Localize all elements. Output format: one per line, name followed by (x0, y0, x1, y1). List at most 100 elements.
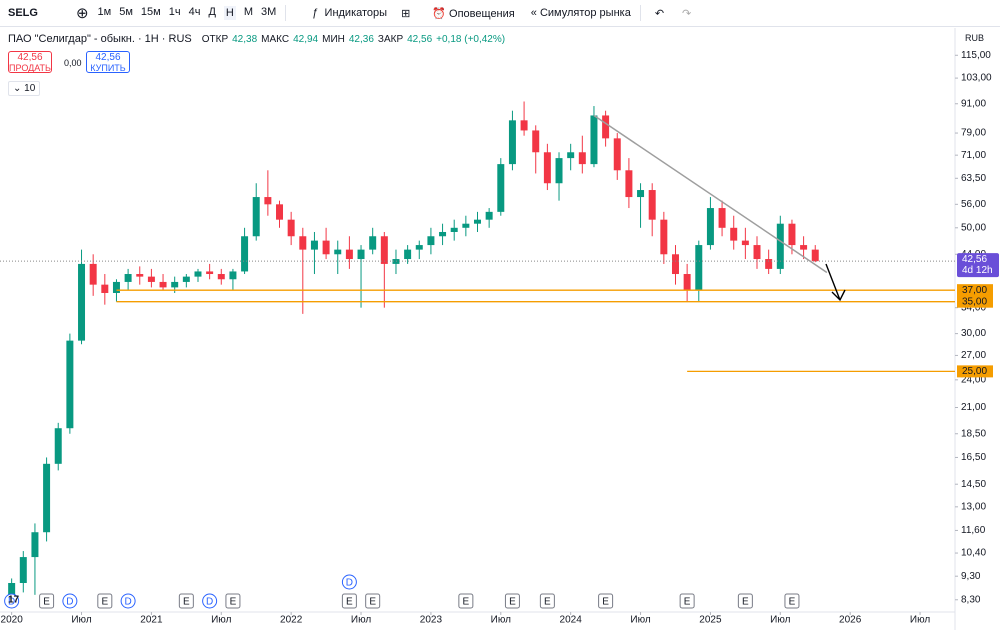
candle-body (439, 231, 447, 237)
sell-label[interactable]: ПРОДАТЬ (9, 63, 51, 73)
indicator-count[interactable]: 10 (24, 83, 36, 94)
undo[interactable]: ↶ (654, 7, 665, 20)
candle-body (765, 259, 773, 269)
candle-body (159, 281, 167, 288)
separator (285, 5, 287, 21)
timeframe[interactable]: М (243, 6, 254, 18)
currency[interactable]: RUB (965, 33, 985, 43)
x-tick-label: 2024 (560, 615, 583, 626)
candle-body (182, 276, 190, 282)
event-label: E (230, 597, 237, 608)
earnings-marker (178, 593, 194, 609)
x-tick-label: 2025 (699, 615, 722, 626)
candle-body (334, 249, 342, 255)
dividend-marker (120, 593, 136, 609)
candle-body (695, 245, 703, 291)
event-label: E (101, 597, 108, 608)
indicators-label[interactable]: Индикаторы (324, 7, 388, 19)
buy-label[interactable]: КУПИТЬ (90, 63, 126, 73)
earnings-marker (737, 593, 753, 609)
candle-body (252, 197, 260, 237)
candle-body (660, 219, 668, 255)
candle-body (31, 532, 39, 558)
candle-body (578, 152, 586, 165)
timeframe[interactable]: 4ч (188, 6, 201, 18)
countdown: 4d 12h (962, 265, 993, 276)
event-label: E (369, 597, 376, 608)
candle-body (485, 211, 493, 220)
timeframe[interactable]: 1ч (168, 6, 181, 18)
candle-body (404, 249, 412, 260)
x-tick-label: 2023 (420, 615, 443, 626)
buy-button[interactable]: 42,56 КУПИТЬ (86, 51, 130, 73)
candle-body (124, 274, 132, 282)
candle-body (194, 271, 202, 277)
earnings-marker (341, 593, 357, 609)
x-tick-label: Июл (351, 615, 371, 626)
simulator[interactable]: « Симулятор рынка (530, 7, 631, 19)
earnings-marker (504, 593, 520, 609)
x-tick-label: 2026 (839, 615, 862, 626)
x-tick-label: 2021 (140, 615, 163, 626)
candle-body (718, 208, 726, 228)
symbol[interactable]: SELG (8, 7, 38, 19)
sell-price[interactable]: 42,56 (17, 52, 43, 63)
candle-body (520, 120, 528, 131)
candle-body (171, 281, 179, 288)
templates[interactable]: ⊞ (401, 7, 411, 20)
timeframe[interactable]: 5м (119, 6, 133, 18)
timeframe[interactable]: 3М (261, 6, 277, 18)
y-tick-label: 79,00 (961, 128, 986, 139)
y-tick-label: 30,00 (961, 328, 986, 339)
indicator-toggle[interactable]: ⌄ 10 (8, 81, 41, 96)
candle-body (415, 245, 423, 250)
candle-body (590, 115, 598, 165)
candle-body (322, 240, 330, 255)
event-label: E (789, 597, 796, 608)
candle-body (357, 249, 365, 260)
last-price-label: 42,56 (962, 254, 987, 265)
candle-body (602, 115, 610, 139)
event-label: E (602, 597, 609, 608)
candle-body (206, 271, 214, 275)
event-label: D (206, 597, 213, 608)
y-tick-label: 50,00 (961, 222, 986, 233)
candle-body (497, 164, 505, 212)
candle-body (776, 223, 784, 269)
candle-body (8, 582, 16, 595)
candle-body (78, 263, 86, 341)
candle-body (800, 245, 808, 250)
sell-button[interactable]: 42,56 ПРОДАТЬ (8, 51, 52, 73)
timeframe[interactable]: 1м (97, 6, 112, 18)
earnings-marker (39, 593, 55, 609)
simulator-label[interactable]: Симулятор рынка (539, 7, 631, 19)
y-tick-label: 11,60 (961, 525, 986, 536)
y-tick-label: 63,50 (961, 173, 986, 184)
candle-body (380, 236, 388, 264)
timeframe[interactable]: Д (208, 6, 216, 18)
alerts-label[interactable]: Оповещения (449, 7, 515, 20)
y-tick-label: 14,50 (961, 479, 986, 490)
y-tick-label: 91,00 (961, 98, 986, 109)
buy-price[interactable]: 42,56 (95, 52, 121, 63)
event-label: D (124, 597, 131, 608)
timeframes: 1м 5м 15м 1ч 4ч Д Н М 3М (97, 6, 277, 20)
add-symbol[interactable]: ⊕ (75, 5, 89, 22)
y-tick-label: 16,50 (961, 452, 986, 463)
candle-body (671, 254, 679, 275)
separator (639, 5, 641, 21)
legend: ПАО "Селигдар" - обыкн. · 1Н · RUS ОТКР 4… (8, 33, 505, 45)
alerts[interactable]: ⏰ Оповещения (432, 7, 515, 20)
redo[interactable]: ↷ (682, 7, 692, 20)
close-value: 42,56 (407, 33, 433, 45)
candle-body (112, 281, 120, 293)
candle-body (66, 340, 74, 429)
indicators[interactable]: ƒ Индикаторы (312, 7, 388, 19)
candle-body (567, 152, 575, 159)
timeframe[interactable]: Н (223, 6, 236, 20)
event-label: E (346, 597, 353, 608)
dividend-marker (62, 593, 78, 609)
timeframe[interactable]: 15м (140, 6, 161, 18)
y-tick-label: 21,00 (961, 402, 986, 413)
